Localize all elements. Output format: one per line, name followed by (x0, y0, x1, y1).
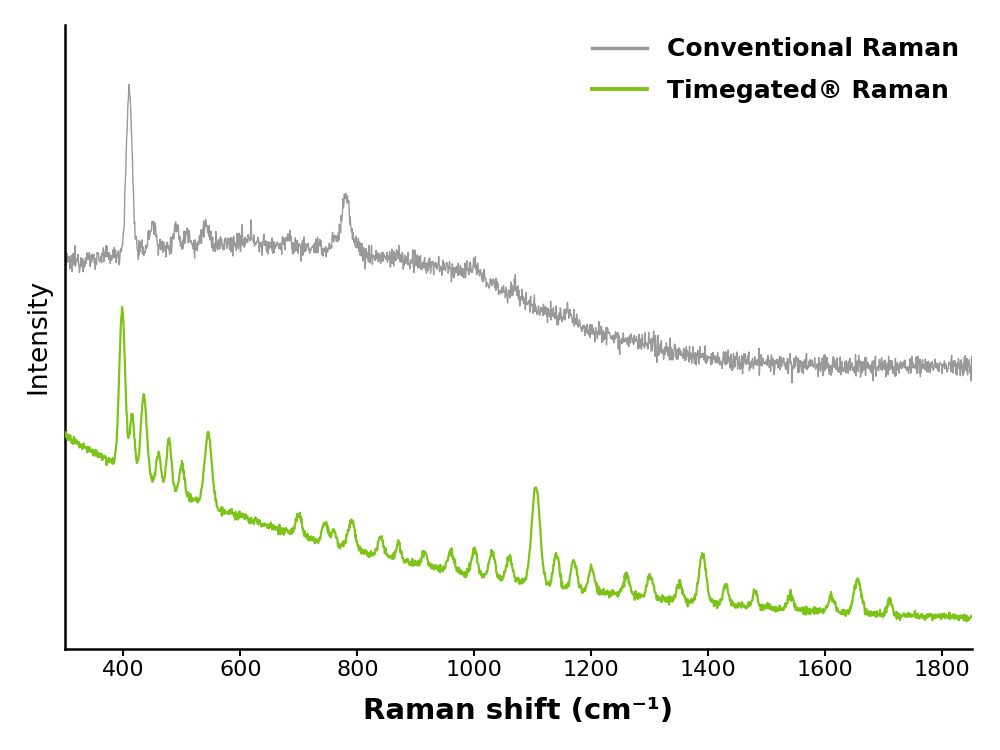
Y-axis label: Intensity: Intensity (25, 279, 51, 394)
Legend: Conventional Raman, Timegated® Raman: Conventional Raman, Timegated® Raman (592, 38, 959, 103)
X-axis label: Raman shift (cm⁻¹): Raman shift (cm⁻¹) (363, 697, 673, 725)
